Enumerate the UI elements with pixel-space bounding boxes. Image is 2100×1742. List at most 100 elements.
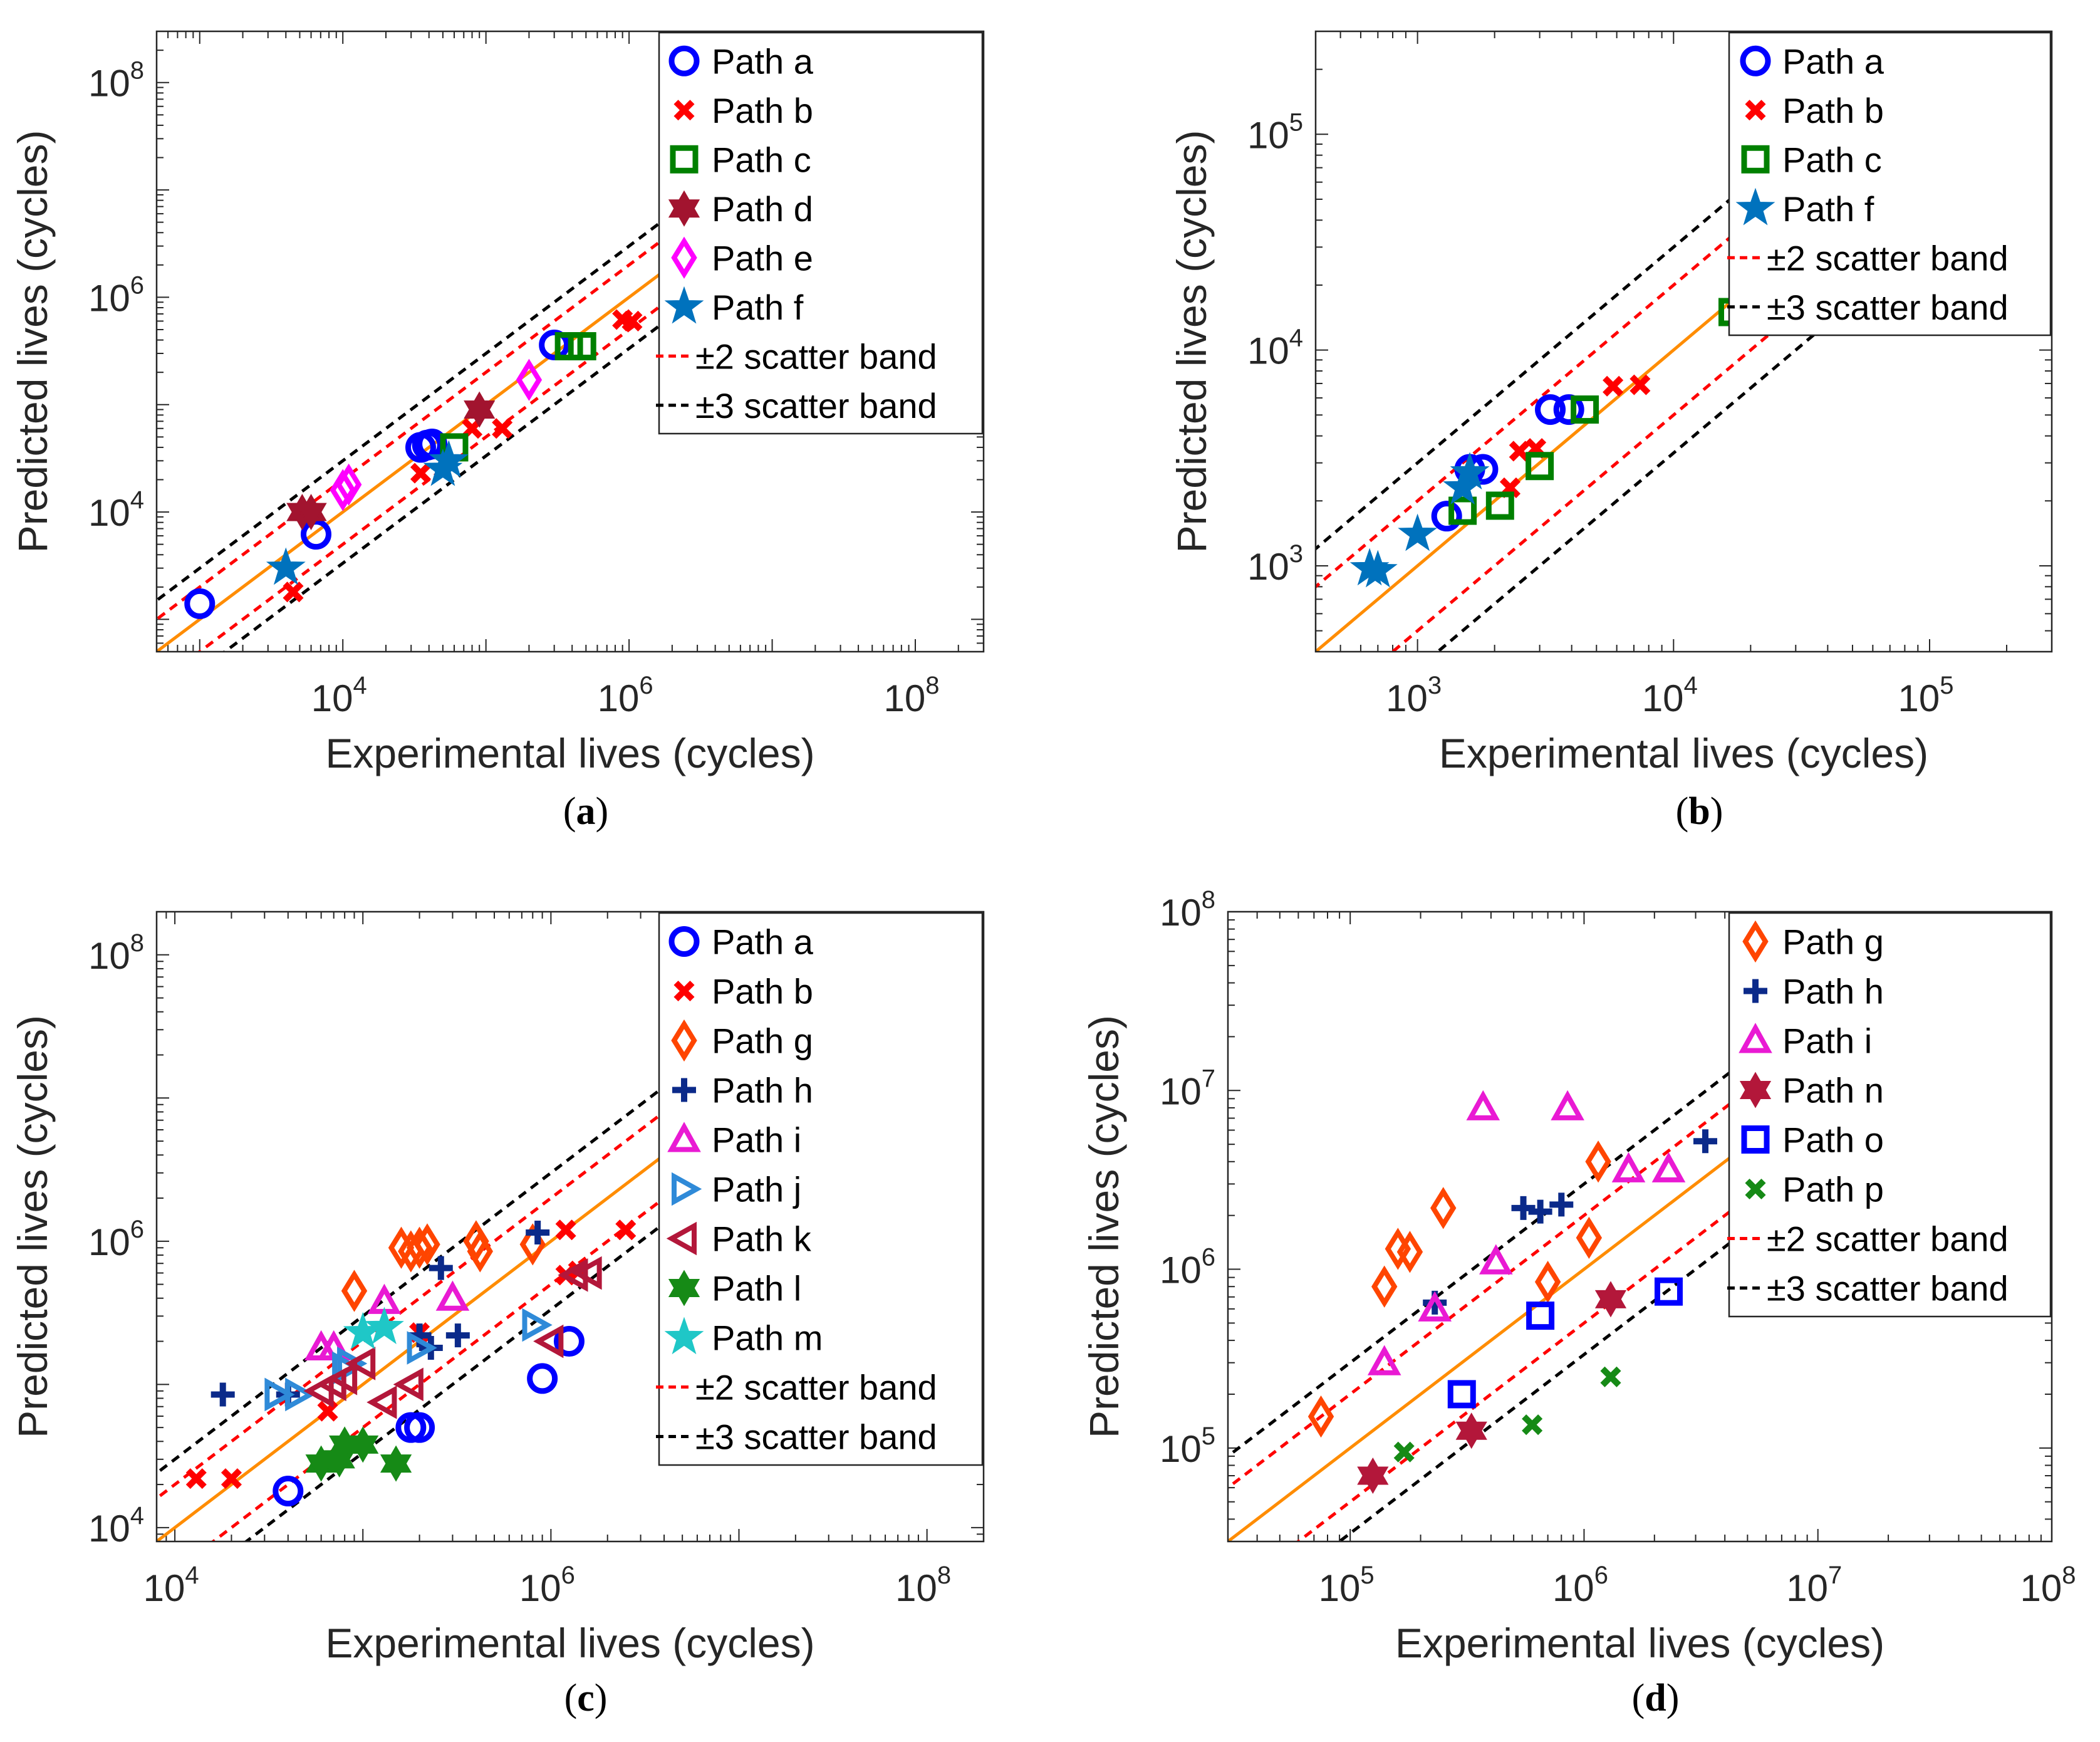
legend-label: ±3 scatter band: [695, 386, 937, 425]
legend-marker: [664, 1317, 704, 1355]
axes-box: [1227, 910, 2053, 1543]
legend-marker: [1745, 100, 1766, 121]
data-point: [414, 1223, 440, 1266]
data-point: [553, 1326, 585, 1357]
data-point: [568, 332, 596, 361]
scatter-band-3-lower: [1435, 132, 2052, 652]
data-point: [1571, 395, 1599, 424]
perfect-fit-line: [1316, 31, 2052, 652]
legend-label: Path a: [712, 922, 814, 962]
data-point: [1398, 513, 1438, 551]
x-tick-label: 106: [598, 672, 653, 719]
legend-marker: [1741, 145, 1770, 174]
series-path-l: [305, 1426, 412, 1482]
legend-label: Path i: [712, 1120, 801, 1160]
y-axis-label: Predicted lives (cycles): [9, 130, 56, 553]
x-tick-label: 104: [311, 672, 367, 719]
data-point: [1551, 1090, 1584, 1120]
data-point: [364, 1306, 404, 1345]
data-point: [1396, 1231, 1423, 1273]
legend: Path a Path b Path c Path f ±2 scatter band ±…: [1727, 31, 2052, 336]
data-point: [492, 418, 513, 439]
legend-label: Path a: [712, 41, 814, 81]
data-point: [1630, 374, 1651, 395]
x-axis-label: Experimental lives (cycles): [325, 730, 814, 776]
legend-box: [1728, 31, 2052, 336]
legend-marker: [666, 1221, 697, 1256]
reference-lines: [1316, 31, 2052, 652]
legend-marker: [1741, 1125, 1770, 1154]
data-point: [445, 1323, 470, 1348]
series-path-g: [1307, 1140, 1611, 1438]
data-point: [516, 358, 543, 401]
x-tick-label: 108: [884, 672, 940, 719]
legend: Path g Path h Path i Path n Path o Path p ±2 s…: [1727, 912, 2052, 1318]
legend-label: Path h: [1782, 972, 1884, 1011]
data-point: [185, 1468, 207, 1489]
data-point: [1526, 1301, 1555, 1330]
data-point: [1511, 1196, 1536, 1220]
y-tick-label: 106: [88, 271, 144, 319]
legend-marker: [672, 1172, 702, 1206]
y-tick-label: 108: [1160, 886, 1215, 934]
scatter-band-2-lower: [1296, 963, 2052, 1541]
y-tick-label: 105: [1247, 108, 1303, 156]
y-tick-label: 108: [88, 929, 144, 977]
data-point: [347, 1426, 379, 1463]
data-point: [1307, 1395, 1334, 1438]
panel-label: (d): [1632, 1677, 1680, 1719]
legend-label: Path a: [1782, 41, 1884, 81]
data-point: [1654, 1277, 1683, 1306]
data-point: [1393, 1441, 1415, 1463]
legend-box: [658, 31, 984, 435]
legend-marker: [671, 236, 697, 279]
scatter-band-2-upper: [1316, 31, 1977, 589]
data-point: [1549, 1192, 1574, 1217]
data-point: [341, 1270, 368, 1312]
x-tick-label: 104: [1642, 672, 1698, 719]
series-path-o: [1447, 1277, 1683, 1409]
axes-box: [1314, 30, 2053, 653]
data-point: [380, 1445, 412, 1482]
legend-marker: [1740, 45, 1771, 76]
scatter-band-3-lower: [1336, 994, 2052, 1541]
data-point: [1553, 394, 1584, 425]
data-point: [1585, 1140, 1611, 1183]
x-tick-label: 108: [895, 1562, 951, 1609]
panel-label: (a): [563, 790, 608, 833]
data-point: [273, 1476, 304, 1507]
data-point: [1455, 1412, 1487, 1449]
legend-marker: [668, 926, 700, 957]
series-path-h: [1423, 1129, 1717, 1315]
data-point: [1448, 496, 1477, 525]
y-tick-label: 104: [1247, 325, 1303, 372]
data-point: [555, 1219, 576, 1241]
x-tick-label: 107: [1786, 1562, 1842, 1609]
x-tick-label: 108: [2020, 1562, 2076, 1609]
data-point: [221, 1468, 242, 1489]
perfect-fit-line: [1228, 912, 2052, 1541]
legend-label: Path m: [712, 1318, 823, 1358]
legend-label: Path i: [1782, 1021, 1872, 1061]
data-point: [211, 1382, 235, 1407]
legend-label: Path b: [1782, 91, 1884, 130]
data-point: [539, 329, 570, 360]
legend-label: Path l: [712, 1269, 801, 1308]
legend-marker: [671, 1019, 697, 1062]
legend-marker: [1744, 979, 1767, 1003]
data-point: [615, 1219, 637, 1241]
data-point: [1576, 1216, 1603, 1259]
data-point: [1358, 550, 1398, 588]
legend-label: ±3 scatter band: [695, 1417, 937, 1457]
legend-label: Path f: [712, 288, 804, 327]
x-tick-label: 103: [1386, 672, 1442, 719]
legend-box: [658, 912, 984, 1466]
legend-label: Path f: [1782, 189, 1874, 229]
data-point: [404, 1412, 435, 1443]
data-point: [1431, 501, 1462, 532]
data-point: [1528, 1199, 1552, 1224]
legend-label: Path c: [1782, 140, 1882, 179]
data-point: [527, 1363, 558, 1394]
data-point: [1693, 1129, 1717, 1154]
